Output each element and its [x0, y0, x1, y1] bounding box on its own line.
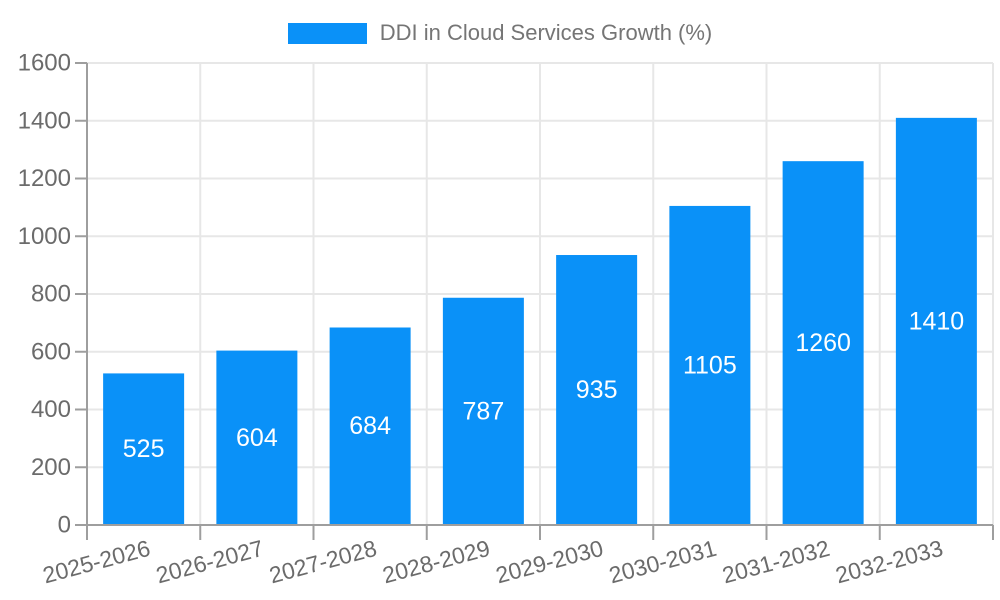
x-tick-label-2031-2032: 2031-2032	[719, 535, 832, 589]
bar-2032-2033[interactable]	[895, 117, 977, 526]
x-tick-label-2027-2028: 2027-2028	[266, 535, 379, 589]
y-tick-label: 1600	[18, 50, 71, 77]
y-tick-label: 1000	[18, 223, 71, 250]
bar-value-label: 525	[123, 435, 165, 463]
y-tick-label: 0	[58, 512, 71, 539]
legend-swatch	[287, 22, 367, 44]
bar-2027-2028[interactable]	[329, 327, 411, 525]
bar-2029-2030[interactable]	[556, 255, 638, 526]
y-tick-label: 600	[31, 338, 71, 365]
bar-value-label: 1105	[683, 351, 737, 379]
bar-value-label: 1260	[795, 329, 851, 357]
x-tick-label-2029-2030: 2029-2030	[493, 535, 606, 589]
bar-2025-2026[interactable]	[103, 373, 185, 525]
x-tick-label-2026-2027: 2026-2027	[153, 535, 266, 589]
bar-value-label: 1410	[909, 307, 965, 335]
bar-2031-2032[interactable]	[782, 161, 864, 526]
x-tick-label-2028-2029: 2028-2029	[380, 535, 493, 589]
y-tick-label: 800	[31, 281, 71, 308]
y-tick-label: 200	[31, 454, 71, 481]
bar-value-label: 787	[463, 397, 505, 425]
bar-value-label: 684	[349, 412, 391, 440]
x-tick-label-2030-2031: 2030-2031	[606, 535, 719, 589]
y-tick-label: 1200	[18, 165, 71, 192]
bar-value-label: 935	[576, 376, 618, 404]
bar-2026-2027[interactable]	[216, 350, 298, 525]
x-tick-label-2025-2026: 2025-2026	[40, 535, 153, 589]
x-tick-label-2032-2033: 2032-2033	[833, 535, 946, 589]
y-tick-label: 400	[31, 396, 71, 423]
y-tick-label: 1400	[18, 107, 71, 134]
bar-2028-2029[interactable]	[442, 297, 524, 525]
legend-label: DDI in Cloud Services Growth (%)	[379, 20, 713, 45]
bar-value-label: 604	[236, 424, 278, 452]
legend[interactable]: DDI in Cloud Services Growth (%)	[0, 20, 1000, 45]
bar-2030-2031[interactable]	[669, 205, 751, 525]
